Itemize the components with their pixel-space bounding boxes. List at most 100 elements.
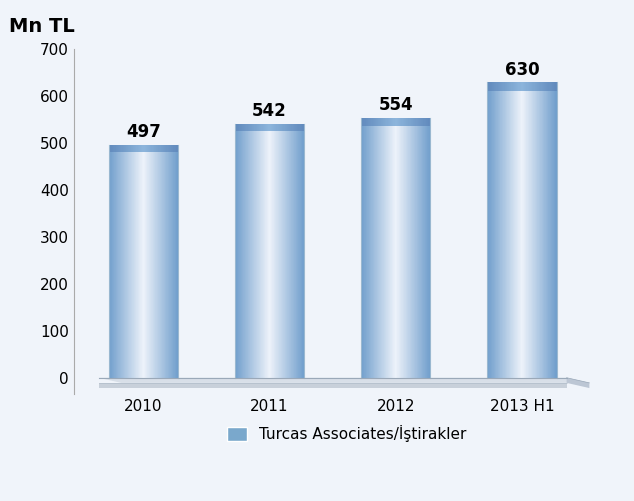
Bar — [141, 145, 142, 378]
Bar — [280, 124, 281, 378]
Bar — [397, 118, 398, 378]
Bar — [284, 124, 285, 378]
Bar — [507, 82, 508, 378]
Bar — [124, 145, 125, 378]
Bar — [506, 82, 507, 91]
Bar — [154, 145, 155, 378]
Bar — [147, 145, 148, 378]
Bar — [145, 145, 146, 378]
Bar — [551, 82, 552, 378]
Bar — [550, 82, 551, 378]
Bar — [264, 124, 265, 131]
Bar — [277, 124, 278, 378]
Bar — [173, 145, 174, 378]
Bar — [533, 82, 534, 91]
Bar — [495, 82, 496, 378]
Bar — [294, 124, 295, 131]
Bar — [505, 82, 506, 91]
Bar — [501, 82, 502, 91]
Bar — [377, 118, 378, 126]
Bar — [122, 145, 124, 152]
Bar — [554, 82, 555, 378]
Bar — [535, 82, 536, 378]
Bar — [508, 82, 509, 91]
Bar — [426, 118, 427, 378]
Bar — [531, 82, 532, 378]
Bar — [272, 124, 273, 131]
Bar — [408, 118, 409, 378]
Bar — [373, 118, 374, 126]
Bar — [544, 82, 545, 91]
Bar — [298, 124, 299, 378]
Bar — [416, 118, 417, 378]
Bar — [143, 145, 144, 378]
Bar — [387, 118, 388, 378]
Bar — [418, 118, 419, 126]
Bar — [292, 124, 293, 378]
Bar — [380, 118, 381, 126]
Bar — [427, 118, 428, 378]
Bar — [531, 82, 533, 91]
Bar — [244, 124, 245, 378]
Bar — [376, 118, 377, 378]
Bar — [119, 145, 120, 152]
Bar — [380, 118, 382, 378]
Bar — [164, 145, 165, 378]
Bar — [116, 145, 117, 378]
Bar — [404, 118, 405, 378]
Bar — [117, 145, 118, 152]
Bar — [170, 145, 171, 152]
Bar — [380, 118, 381, 378]
Bar — [510, 82, 512, 91]
Bar — [534, 82, 535, 378]
Bar — [373, 118, 374, 378]
Bar — [382, 118, 383, 378]
Bar — [117, 145, 118, 378]
Bar — [113, 145, 115, 152]
Bar — [235, 124, 236, 131]
Bar — [539, 82, 540, 91]
Bar — [539, 82, 540, 378]
Bar — [260, 124, 261, 378]
Bar — [526, 82, 527, 378]
Bar — [410, 118, 411, 378]
Bar — [160, 145, 162, 378]
Bar — [289, 124, 290, 378]
Bar — [398, 118, 399, 126]
Bar — [424, 118, 425, 378]
Bar — [426, 118, 427, 378]
Bar — [266, 124, 268, 131]
Bar — [275, 124, 276, 378]
Bar — [293, 124, 294, 131]
Bar — [177, 145, 178, 378]
Bar — [172, 145, 174, 152]
Bar — [282, 124, 283, 378]
Bar — [378, 118, 379, 378]
Bar — [136, 145, 138, 152]
Bar — [391, 118, 392, 378]
Bar — [138, 145, 139, 152]
Bar — [247, 124, 248, 131]
Bar — [162, 145, 163, 152]
Bar — [410, 118, 411, 126]
Bar — [176, 145, 177, 152]
Bar — [248, 124, 249, 378]
Bar — [487, 82, 488, 91]
Bar — [137, 145, 138, 378]
Bar — [275, 124, 276, 131]
Bar — [153, 145, 154, 152]
Bar — [278, 124, 279, 378]
Bar — [392, 118, 394, 126]
Bar — [497, 82, 498, 378]
Bar — [141, 145, 142, 378]
Bar — [127, 145, 129, 152]
Bar — [367, 118, 368, 126]
Bar — [396, 118, 397, 126]
Bar — [555, 82, 557, 91]
Bar — [362, 118, 363, 126]
Bar — [428, 118, 429, 378]
Bar — [493, 82, 495, 378]
Bar — [283, 124, 285, 131]
Bar — [503, 82, 504, 378]
Bar — [297, 124, 299, 131]
